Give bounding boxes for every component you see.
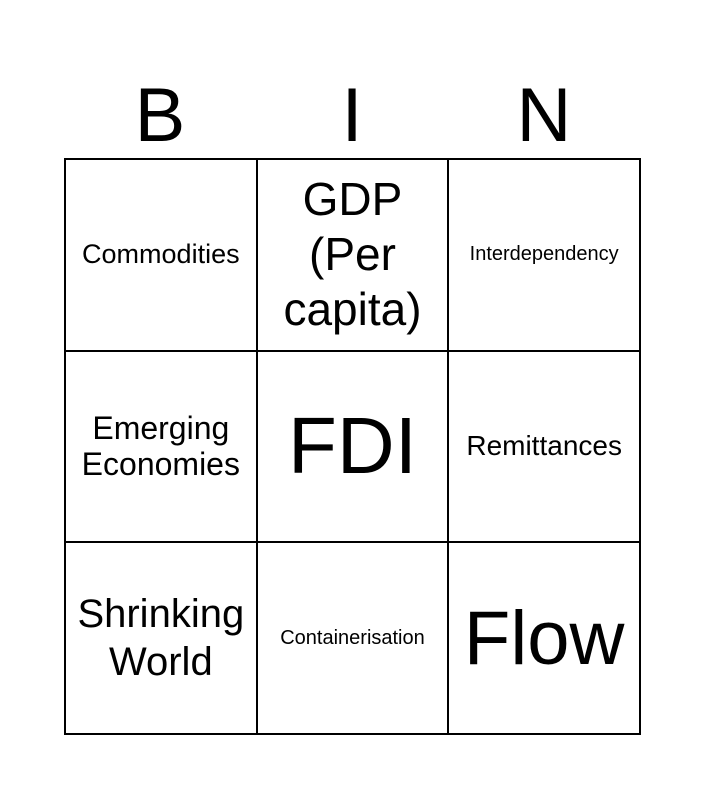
bingo-cell[interactable]: Emerging Economies	[66, 351, 258, 544]
cell-text: GDP (Per capita)	[283, 173, 422, 336]
cell-text: Shrinking World	[77, 592, 245, 685]
header-letter-i: I	[341, 73, 363, 158]
bingo-cell[interactable]: Containerisation	[257, 543, 450, 735]
cell-text: Flow	[463, 595, 625, 681]
bingo-cell[interactable]: Remittances	[449, 351, 641, 544]
cell-text: Interdependency	[469, 243, 619, 266]
bingo-cell[interactable]: Interdependency	[449, 160, 641, 352]
cell-text: Emerging Economies	[81, 409, 240, 483]
bingo-grid: Commodities GDP (Per capita) Interdependen…	[64, 158, 641, 735]
header-letter-b: B	[134, 73, 186, 158]
bingo-cell[interactable]: Shrinking World	[66, 543, 258, 735]
cell-text: FDI	[288, 401, 417, 491]
header-letter-n: N	[516, 73, 572, 158]
cell-text: Commodities	[82, 239, 240, 270]
cell-text: Containerisation	[280, 626, 425, 649]
bingo-cell[interactable]: Flow	[449, 543, 641, 735]
bingo-cell[interactable]: FDI	[257, 351, 450, 544]
cell-text: Remittances	[466, 430, 622, 462]
bingo-cell[interactable]: Commodities	[66, 160, 258, 352]
bingo-cell[interactable]: GDP (Per capita)	[257, 160, 450, 352]
